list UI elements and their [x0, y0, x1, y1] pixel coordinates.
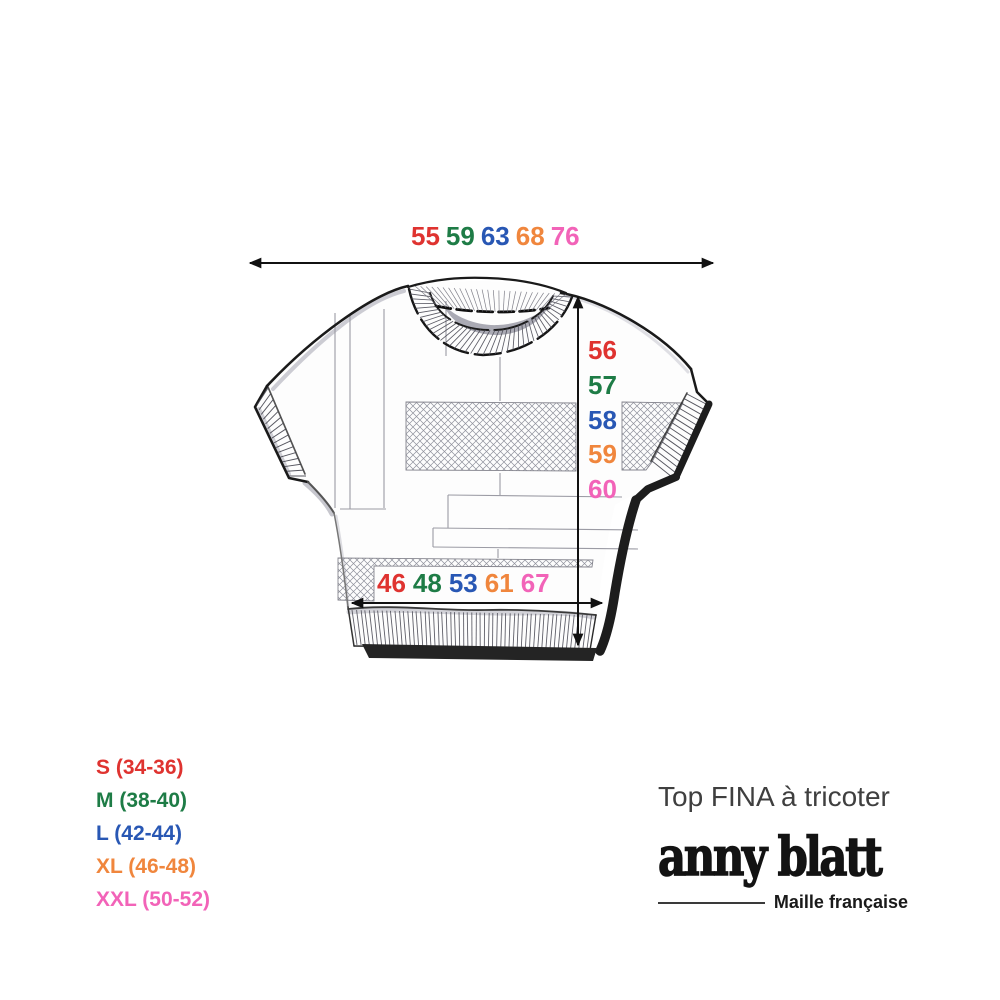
legend-size-m: M (38-40) [96, 789, 188, 812]
legend-size-xl: XL (46-48) [96, 855, 196, 878]
brand-logo: anny blatt [657, 825, 883, 888]
legend-size-xxl: XXL (50-52) [96, 888, 210, 911]
length-s: 56 [588, 335, 617, 365]
length-l: 58 [588, 404, 617, 435]
pencil-sketch-lines [334, 301, 639, 558]
pattern-title: Top FINA à tricoter [658, 781, 890, 812]
top-width-values: 55 59 63 68 76 [411, 221, 580, 252]
top-width-xxl: 76 [550, 221, 580, 251]
size-legend: S (34-36) M (38-40) L (42-44) XL (46-48)… [96, 751, 210, 916]
length-values: 56 57 58 59 60 [588, 333, 617, 507]
bottom-width-xl: 61 [484, 568, 514, 598]
sweater-sketch [248, 257, 715, 661]
marker-shading [595, 400, 713, 656]
length-m: 57 [588, 369, 617, 400]
length-xl: 59 [588, 439, 617, 470]
branding-block: Top FINA à tricoter anny blatt Maille fr… [657, 781, 908, 913]
top-width-m: 59 [445, 221, 475, 251]
legend-size-l: L (42-44) [96, 822, 182, 845]
brand-tagline-row: Maille française [658, 892, 908, 913]
ink-outline [253, 284, 712, 651]
legend-size-s: S (34-36) [96, 756, 184, 779]
bottom-width-m: 48 [412, 568, 442, 598]
crosshatch-bands [337, 401, 684, 602]
hem-dark-strip [362, 644, 597, 661]
top-width-s: 55 [411, 221, 440, 251]
bottom-width-xxl: 67 [520, 568, 550, 598]
tagline-rule [658, 901, 765, 904]
top-width-xl: 68 [515, 221, 545, 251]
bottom-width-values: 46 48 53 61 67 [377, 568, 550, 599]
brand-tagline: Maille française [773, 892, 908, 912]
length-xxl: 60 [588, 474, 617, 505]
measurement-arrows [248, 257, 715, 647]
top-width-l: 63 [480, 221, 510, 251]
bottom-width-s: 46 [377, 568, 406, 598]
bottom-width-l: 53 [448, 568, 478, 598]
